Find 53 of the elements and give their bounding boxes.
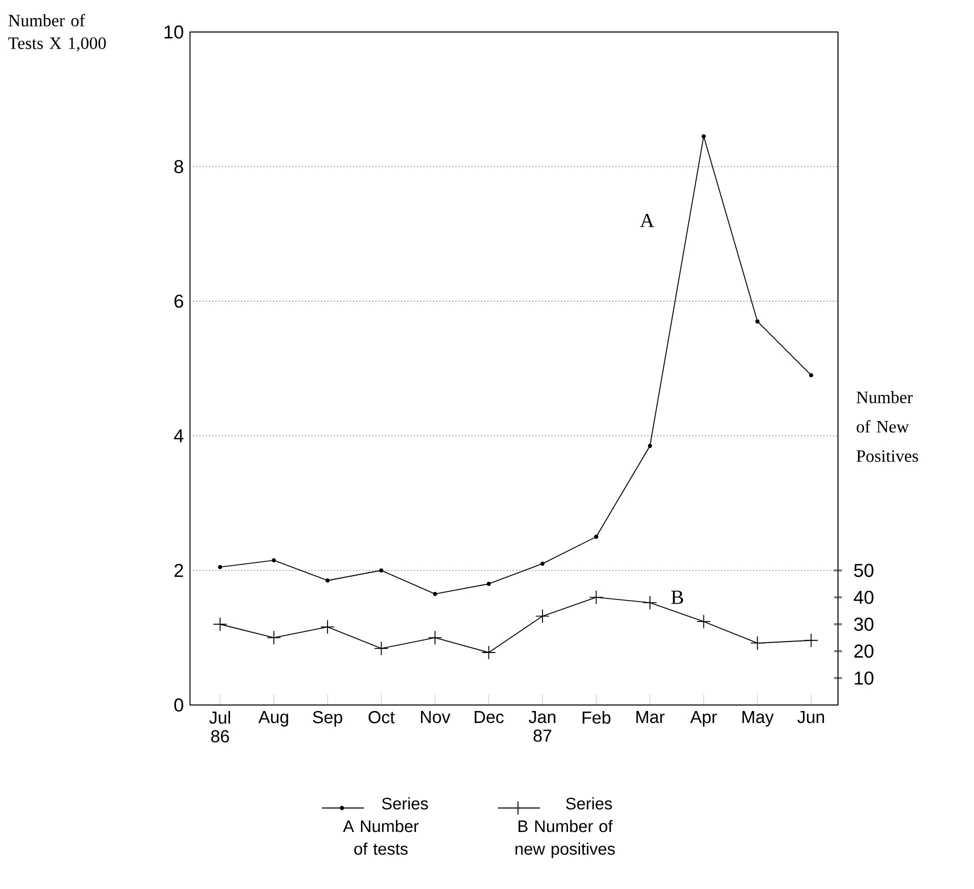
x-tick-label: Aug <box>258 711 288 727</box>
x-tick-label: Mar <box>636 711 665 724</box>
y-axis-title: Number of Tests X 1,000 <box>8 14 106 52</box>
point <box>428 630 442 645</box>
x-tick-label: Feb <box>582 711 610 724</box>
y-tick-label: 4 <box>174 429 184 442</box>
annotation: A <box>640 214 654 228</box>
legend-label: Series A Number of tests <box>343 797 428 855</box>
point <box>374 641 388 656</box>
point <box>809 373 814 378</box>
y2-tick-label: 30 <box>854 618 874 631</box>
point <box>266 630 281 645</box>
x-tick-label: Sep <box>312 711 342 727</box>
x-tick-label: Jun <box>797 711 824 724</box>
point <box>642 596 658 610</box>
y2-axis-title: Number of New Positives <box>856 391 918 462</box>
point <box>486 582 491 586</box>
x-tick-label: May <box>742 711 774 727</box>
point <box>696 614 711 629</box>
point <box>325 578 330 583</box>
y-tick-label: 10 <box>164 25 184 39</box>
y2-tick-label: 40 <box>854 590 874 604</box>
point <box>535 609 550 624</box>
point <box>648 444 652 448</box>
x-tick-label: Jan 87 <box>528 711 556 742</box>
point <box>804 633 818 648</box>
y-tick-label: 6 <box>174 294 184 308</box>
x-tick-label: Jul 86 <box>209 711 230 742</box>
y2-tick-label: 10 <box>854 671 874 685</box>
y-tick-label: 8 <box>174 160 184 174</box>
point <box>379 568 384 572</box>
point <box>594 534 598 539</box>
x-tick-label: Dec <box>474 711 504 724</box>
y2-tick-label: 20 <box>854 644 874 658</box>
x-tick-label: Apr <box>690 711 717 727</box>
point <box>755 319 760 324</box>
annotation: B <box>671 590 684 604</box>
x-tick-label: Oct <box>368 711 395 724</box>
point <box>272 558 276 562</box>
point <box>320 620 335 634</box>
point <box>212 617 228 632</box>
point <box>702 134 706 138</box>
y-tick-label: 2 <box>174 564 184 577</box>
point <box>750 636 765 650</box>
x-tick-label: Nov <box>421 711 450 724</box>
legend-label: Series B Number of new positives <box>516 797 615 858</box>
y-tick-label: 0 <box>174 698 184 712</box>
y2-tick-label: 50 <box>854 564 874 578</box>
point <box>432 592 438 596</box>
point <box>589 590 604 604</box>
point <box>540 562 545 566</box>
point <box>218 564 222 570</box>
point <box>482 645 496 660</box>
